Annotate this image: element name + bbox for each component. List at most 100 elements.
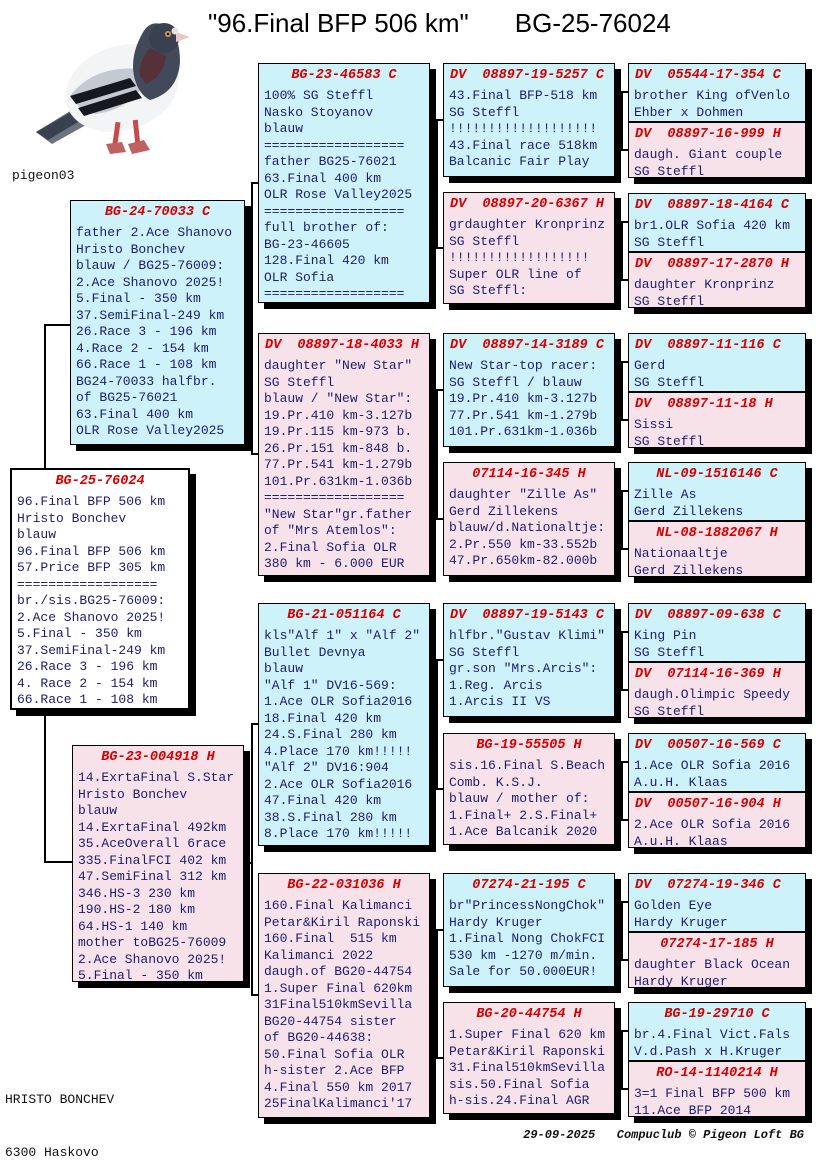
- box-info-line: gr.son "Mrs.Arcis":: [449, 661, 598, 676]
- box-info-line: 335.FinalFCI 402 km: [78, 852, 227, 868]
- box-ring-header: BG-23-46583 C: [291, 68, 397, 83]
- connector-line: [436, 788, 443, 790]
- box-ring-header: BG-25-76024: [55, 474, 145, 489]
- box-info-line: 5.Final - 350 km: [78, 968, 203, 982]
- box-info-line: A.u.H. Klaas: [634, 774, 728, 790]
- box-info-line: 38.S.Final 280 km: [264, 809, 397, 825]
- box-info-line: br.4.Final Vict.Fals: [634, 1027, 791, 1042]
- pedigree-box-DV-05544-17-354: DV 05544-17-354 C brother King ofVenlo Ehb…: [628, 63, 806, 122]
- box-info-line: !!!!!!!!!!!!!!!!!!!: [449, 121, 598, 136]
- box-info-line: 3=1 Final BFP 500 km: [634, 1086, 791, 1101]
- box-info-line: 47.SemiFinal 312 km: [78, 869, 227, 884]
- pigeon-photo: [18, 4, 218, 166]
- box-info-line: 63.Final 400 km: [76, 406, 194, 422]
- box-info-line: 160.Final Kalimanci: [264, 898, 413, 913]
- box-info-line: 101.Pr.631km-1.036b: [449, 424, 598, 439]
- connector-line: [621, 1088, 628, 1090]
- box-info-line: 19.Pr.410 km-3.127b: [449, 391, 598, 406]
- pedigree-box-NL-09-1516146: NL-09-1516146 C Zille As Gerd Zillekens: [628, 462, 806, 521]
- box-info-line: 31.Final510kmSevilla: [449, 1060, 606, 1075]
- box-info-line: 24.S.Final 280 km: [264, 727, 397, 742]
- connector-line: [436, 389, 443, 391]
- box-info-line: ==================: [17, 576, 158, 592]
- box-info-line: 2.Ace Shanovo 2025!: [76, 274, 225, 290]
- box-info-line: SG Steffl: [264, 374, 335, 390]
- connector-line: [244, 862, 253, 864]
- box-ring-header: NL-08-1882067 H: [656, 526, 778, 541]
- box-ring-header: BG-19-55505 H: [476, 738, 582, 753]
- box-info-line: 380 km - 6.000 EUR: [264, 556, 405, 571]
- box-info-line: blauw: [264, 121, 304, 136]
- pedigree-box-BG-24-70033: BG-24-70033 C father 2.Ace Shanovo Hristo …: [70, 200, 245, 445]
- connector-line: [615, 929, 623, 931]
- box-info-line: Gerd Zillekens: [634, 562, 744, 577]
- connector-line: [621, 631, 623, 691]
- connector-line: [621, 279, 628, 281]
- connector-line: [251, 182, 258, 184]
- box-info-line: h-sis.24.Final AGR: [449, 1093, 590, 1108]
- box-info-line: full brother of:: [264, 220, 389, 235]
- connector-line: [251, 182, 253, 455]
- box-info-line: Petar&Kiril Raponski: [449, 1043, 606, 1059]
- connector-line: [436, 119, 438, 249]
- connector-line: [436, 929, 438, 1059]
- box-info-line: 101.Pr.631km-1.036b: [264, 473, 413, 489]
- box-info-line: 1.Ace OLR Sofia2016: [264, 694, 413, 709]
- pedigree-box-DV-00507-16-904: DV 00507-16-904 H 2.Ace OLR Sofia 2016 A.u…: [628, 792, 806, 848]
- box-info-line: 8.Place 170 km!!!!!: [264, 826, 413, 841]
- box-info-line: daugh. Giant couple: [634, 147, 783, 162]
- box-info-line: of BG25-76021: [76, 390, 178, 405]
- box-info-line: blauw: [17, 527, 57, 542]
- box-ring-header: 07274-21-195 C: [472, 878, 586, 893]
- box-info-line: mother toBG25-76009: [78, 935, 227, 950]
- box-info-line: 96.Final BFP 506 km: [17, 494, 166, 509]
- pigeon-image: [36, 23, 190, 154]
- box-info-line: 100% SG Steffl: [264, 88, 374, 103]
- connector-line: [621, 689, 628, 691]
- connector-line: [621, 221, 623, 281]
- box-info-line: OLR Rose Valley2025: [264, 187, 413, 202]
- connector-line: [615, 119, 623, 121]
- box-info-line: SG Steffl: [634, 163, 705, 178]
- box-ring-header: DV 08897-14-3189 C: [450, 338, 604, 353]
- box-info-line: of BG20-44638:: [264, 1030, 374, 1045]
- box-info-line: 57.Price BFP 305 km: [17, 560, 166, 575]
- box-info-line: daughter "Zille As": [449, 487, 598, 502]
- box-ring-header: DV 08897-16-999 H: [635, 127, 781, 142]
- box-info-line: 2.Ace OLR Sofia 2016: [634, 817, 791, 832]
- box-info-line: Gerd Zillekens: [634, 503, 744, 519]
- box-info-line: 190.HS-2 180 km: [78, 902, 196, 917]
- box-info-line: 2.Ace OLR Sofia2016: [264, 776, 413, 792]
- connector-line: [621, 901, 623, 961]
- box-info-line: SG Steffl:: [449, 283, 528, 298]
- connector-line: [621, 761, 623, 821]
- box-info-line: daugh.Olimpic Speedy: [634, 687, 791, 702]
- box-info-line: 19.Pr.410 km-3.127b: [264, 407, 413, 423]
- box-info-line: 11.Ace BFP 2014: [634, 1102, 752, 1117]
- box-info-line: 1.Super Final 620 km: [449, 1027, 606, 1042]
- box-info-line: 37.SemiFinal-249 km: [76, 307, 225, 323]
- pedigree-box-BG-20-44754: BG-20-44754 H 1.Super Final 620 km Petar&K…: [443, 1002, 615, 1114]
- box-info-line: ==================: [264, 137, 405, 153]
- box-info-line: OLR Sofia: [264, 269, 335, 285]
- box-info-line: 2.Ace Shanovo 2025!: [78, 951, 227, 967]
- box-info-line: 5.Final - 350 km: [76, 291, 201, 306]
- connector-line: [436, 119, 443, 121]
- pedigree-box-RO-14-1140214: RO-14-1140214 H 3=1 Final BFP 500 km 11.Ac…: [628, 1061, 806, 1117]
- box-info-line: daughter Black Ocean: [634, 957, 791, 972]
- footer-credit: 29-09-2025 Compuclub © Pigeon Loft BG: [523, 1128, 804, 1142]
- connector-line: [251, 453, 258, 455]
- pedigree-box-07274-17-185: 07274-17-185 H daughter Black Ocean Hardy …: [628, 932, 806, 988]
- pedigree-box-DV-07274-19-346: DV 07274-19-346 C Golden Eye Hardy Kruger: [628, 873, 806, 932]
- connector-line: [621, 490, 628, 492]
- box-info-line: OLR Rose Valley2025: [76, 423, 225, 438]
- connector-line: [251, 723, 258, 725]
- box-info-line: SG Steffl: [634, 374, 705, 390]
- box-info-line: 66.Race 1 - 108 km: [17, 692, 158, 707]
- box-info-line: SG Steffl: [634, 433, 705, 448]
- box-info-line: 2.Final Sofia OLR: [264, 539, 397, 555]
- box-ring-header: DV 08897-11-116 C: [635, 338, 781, 353]
- box-ring-header: BG-22-031036 H: [287, 878, 401, 893]
- box-info-line: 26.Race 3 - 196 km: [76, 324, 217, 339]
- pedigree-box-DV-08897-09-638: DV 08897-09-638 C King Pin SG Steffl: [628, 603, 806, 662]
